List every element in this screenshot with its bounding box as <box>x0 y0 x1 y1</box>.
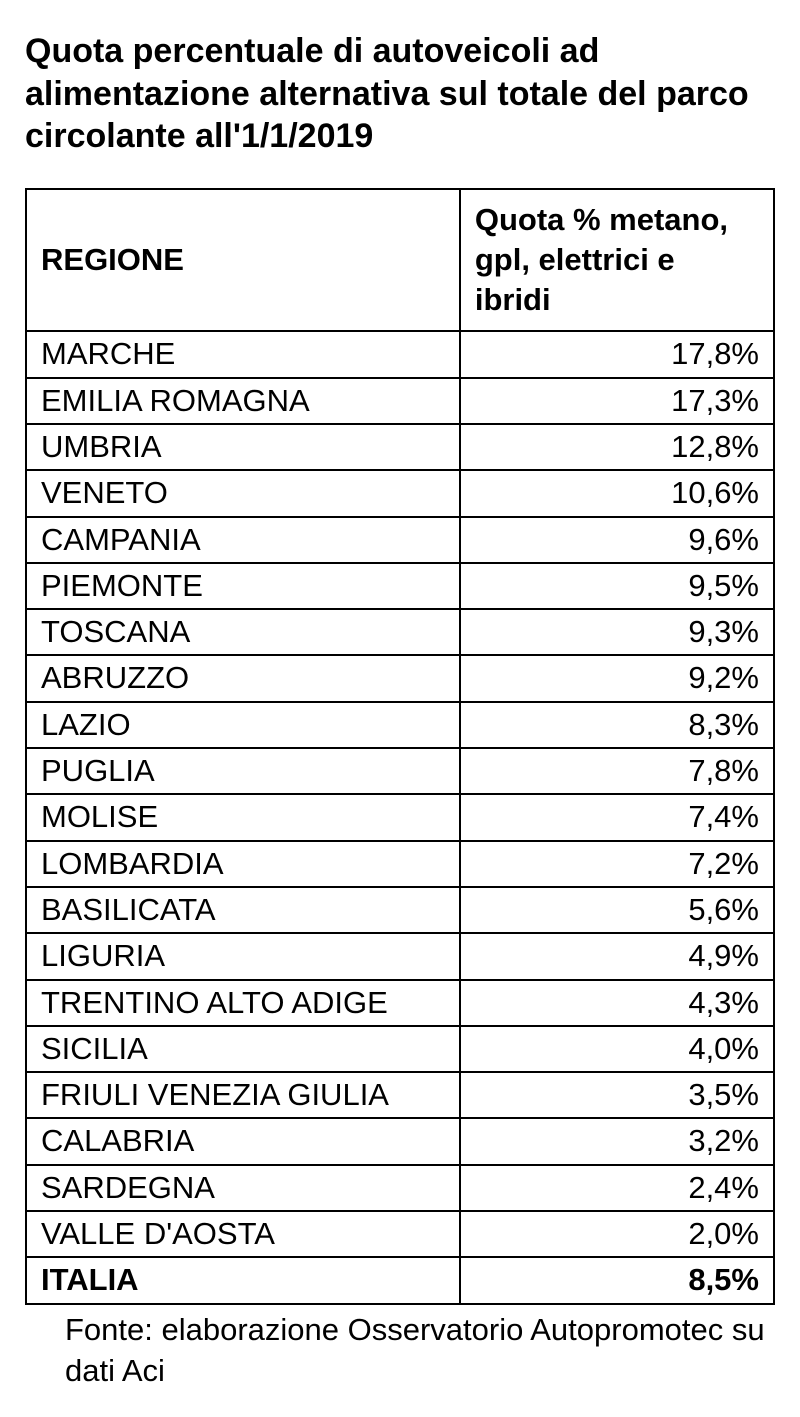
cell-region: TRENTINO ALTO ADIGE <box>26 980 460 1026</box>
table-row: TRENTINO ALTO ADIGE4,3% <box>26 980 774 1026</box>
page-title: Quota percentuale di autoveicoli ad alim… <box>25 30 775 158</box>
table-row: VALLE D'AOSTA2,0% <box>26 1211 774 1257</box>
cell-value: 7,4% <box>460 794 774 840</box>
cell-value: 9,5% <box>460 563 774 609</box>
column-header-value: Quota % metano, gpl, elettrici e ibridi <box>460 189 774 332</box>
cell-value: 7,8% <box>460 748 774 794</box>
cell-region: LOMBARDIA <box>26 841 460 887</box>
table-row: LOMBARDIA7,2% <box>26 841 774 887</box>
cell-value: 3,2% <box>460 1118 774 1164</box>
table-header-row: REGIONE Quota % metano, gpl, elettrici e… <box>26 189 774 332</box>
cell-value: 4,3% <box>460 980 774 1026</box>
cell-total-region: ITALIA <box>26 1257 460 1303</box>
table-row: LAZIO8,3% <box>26 702 774 748</box>
cell-total-value: 8,5% <box>460 1257 774 1303</box>
cell-region: BASILICATA <box>26 887 460 933</box>
cell-value: 3,5% <box>460 1072 774 1118</box>
table-body: MARCHE17,8%EMILIA ROMAGNA17,3%UMBRIA12,8… <box>26 331 774 1303</box>
cell-value: 9,6% <box>460 517 774 563</box>
table-row: ABRUZZO9,2% <box>26 655 774 701</box>
cell-value: 9,2% <box>460 655 774 701</box>
cell-region: CALABRIA <box>26 1118 460 1164</box>
table-row: LIGURIA4,9% <box>26 933 774 979</box>
cell-region: MOLISE <box>26 794 460 840</box>
cell-region: SICILIA <box>26 1026 460 1072</box>
table-row: EMILIA ROMAGNA17,3% <box>26 378 774 424</box>
cell-region: LIGURIA <box>26 933 460 979</box>
table-row: PIEMONTE9,5% <box>26 563 774 609</box>
table-row: UMBRIA12,8% <box>26 424 774 470</box>
table-row: SICILIA4,0% <box>26 1026 774 1072</box>
cell-region: UMBRIA <box>26 424 460 470</box>
table-row: MARCHE17,8% <box>26 331 774 377</box>
cell-value: 7,2% <box>460 841 774 887</box>
cell-value: 10,6% <box>460 470 774 516</box>
cell-value: 4,0% <box>460 1026 774 1072</box>
cell-region: FRIULI VENEZIA GIULIA <box>26 1072 460 1118</box>
data-table: REGIONE Quota % metano, gpl, elettrici e… <box>25 188 775 1305</box>
table-row: CALABRIA3,2% <box>26 1118 774 1164</box>
cell-region: ABRUZZO <box>26 655 460 701</box>
cell-region: PIEMONTE <box>26 563 460 609</box>
table-row: FRIULI VENEZIA GIULIA3,5% <box>26 1072 774 1118</box>
cell-region: VALLE D'AOSTA <box>26 1211 460 1257</box>
table-row: SARDEGNA2,4% <box>26 1165 774 1211</box>
table-row: CAMPANIA9,6% <box>26 517 774 563</box>
table-row: VENETO10,6% <box>26 470 774 516</box>
table-row-total: ITALIA8,5% <box>26 1257 774 1303</box>
cell-value: 17,3% <box>460 378 774 424</box>
cell-value: 8,3% <box>460 702 774 748</box>
cell-region: EMILIA ROMAGNA <box>26 378 460 424</box>
table-row: PUGLIA7,8% <box>26 748 774 794</box>
cell-value: 5,6% <box>460 887 774 933</box>
cell-value: 4,9% <box>460 933 774 979</box>
cell-region: PUGLIA <box>26 748 460 794</box>
column-header-region: REGIONE <box>26 189 460 332</box>
cell-region: CAMPANIA <box>26 517 460 563</box>
cell-value: 17,8% <box>460 331 774 377</box>
cell-region: MARCHE <box>26 331 460 377</box>
cell-value: 2,0% <box>460 1211 774 1257</box>
table-row: BASILICATA5,6% <box>26 887 774 933</box>
table-row: MOLISE7,4% <box>26 794 774 840</box>
cell-value: 12,8% <box>460 424 774 470</box>
cell-value: 2,4% <box>460 1165 774 1211</box>
cell-region: VENETO <box>26 470 460 516</box>
cell-region: TOSCANA <box>26 609 460 655</box>
source-note: Fonte: elaborazione Osservatorio Autopro… <box>25 1309 775 1393</box>
cell-value: 9,3% <box>460 609 774 655</box>
cell-region: LAZIO <box>26 702 460 748</box>
table-row: TOSCANA9,3% <box>26 609 774 655</box>
cell-region: SARDEGNA <box>26 1165 460 1211</box>
